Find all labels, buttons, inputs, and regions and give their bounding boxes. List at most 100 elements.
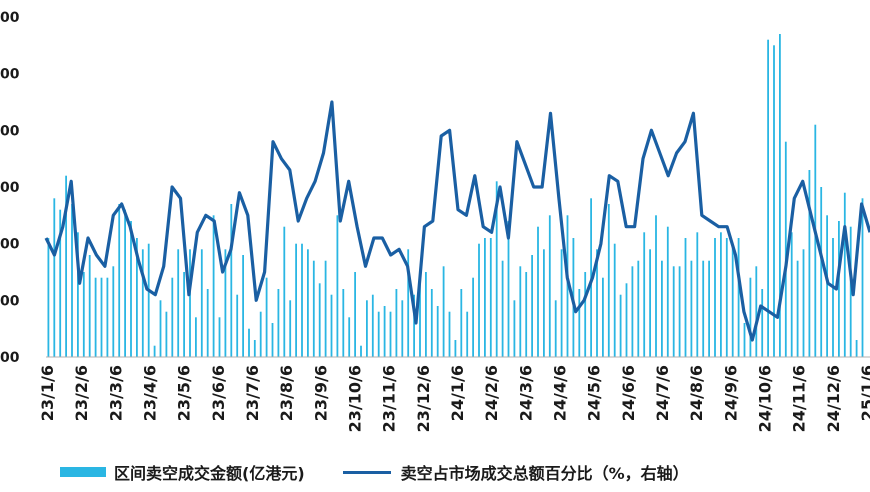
x-tick-label: 23/4/6 [141, 365, 160, 421]
bar [708, 260, 710, 357]
bar [731, 243, 734, 357]
x-tick-label: 23/12/6 [414, 365, 433, 432]
legend-label-line: 卖空占市场成交总额百分比（%，右轴） [400, 464, 689, 483]
bar [596, 249, 598, 357]
bar [383, 306, 386, 357]
bar [666, 226, 669, 357]
bar [796, 260, 799, 357]
bar [672, 266, 675, 357]
bar [714, 238, 716, 357]
x-tick-label: 24/9/6 [721, 365, 740, 421]
bar [720, 232, 722, 357]
bar [702, 260, 705, 357]
bar [861, 198, 864, 357]
bar [690, 260, 693, 357]
bar [112, 266, 115, 357]
x-tick-label: 24/3/6 [516, 365, 535, 421]
bar [224, 249, 227, 357]
bar [501, 260, 504, 357]
bar [531, 255, 533, 357]
bar-series [47, 34, 864, 358]
bar [749, 277, 752, 357]
bar [307, 249, 309, 357]
bar [118, 204, 121, 357]
bar [136, 238, 138, 357]
bar [448, 311, 451, 357]
bar [767, 39, 769, 357]
bar [537, 226, 539, 357]
y-axis-ticks: 00 00 00 00 00 00 00 [0, 10, 20, 366]
bar [230, 204, 233, 357]
bar [525, 272, 528, 357]
bar [826, 215, 828, 357]
bar [737, 238, 740, 357]
bar [271, 323, 274, 357]
bar [289, 300, 292, 357]
bar [649, 249, 651, 357]
x-tick-label: 23/8/6 [277, 365, 296, 421]
x-tick-label: 24/8/6 [687, 365, 706, 421]
bar [371, 294, 374, 357]
bar [849, 226, 852, 357]
x-tick-label: 23/11/6 [380, 365, 399, 432]
bar [725, 238, 728, 357]
bar [100, 277, 103, 357]
bar [466, 311, 469, 357]
bar [637, 260, 640, 357]
bar [200, 249, 203, 357]
bar [65, 175, 67, 357]
y-tick-label: 00 [0, 180, 20, 196]
bar [625, 283, 628, 357]
legend-item-line: 卖空占市场成交总额百分比（%，右轴） [342, 460, 689, 484]
y-tick-label: 00 [0, 10, 20, 26]
bar [330, 294, 333, 357]
bar [171, 277, 174, 357]
bar [430, 289, 433, 357]
y-tick-label: 00 [0, 237, 20, 253]
bar [324, 260, 327, 357]
bar [159, 300, 162, 357]
bar [354, 272, 356, 357]
y-tick-label: 00 [0, 67, 20, 83]
bar [336, 215, 339, 357]
bar [643, 232, 646, 357]
bar [395, 289, 398, 357]
bar [661, 260, 663, 357]
bar [401, 300, 404, 357]
x-tick-label: 23/10/6 [346, 365, 365, 432]
bar [832, 238, 834, 357]
bar [183, 272, 185, 357]
bar [242, 255, 244, 357]
bar [88, 255, 91, 357]
bar [283, 226, 286, 357]
x-tick-label: 24/2/6 [482, 365, 501, 421]
bar [360, 345, 362, 357]
bar [743, 323, 746, 357]
bar [71, 204, 73, 357]
bar [206, 289, 209, 357]
bar [560, 249, 563, 357]
bar [619, 294, 622, 357]
bar [312, 260, 315, 357]
x-tick-label: 24/5/6 [585, 365, 604, 421]
x-tick-label: 23/2/6 [72, 365, 91, 421]
bar [419, 277, 421, 357]
bar [442, 266, 445, 357]
bar [460, 289, 463, 357]
bar [407, 249, 410, 357]
bar [366, 300, 368, 357]
x-tick-label: 24/7/6 [653, 365, 672, 421]
bar [478, 243, 480, 357]
legend-swatch-bar [60, 467, 106, 477]
bar [147, 243, 150, 357]
x-tick-label: 24/6/6 [619, 365, 638, 421]
bar [495, 181, 498, 357]
bar [484, 238, 486, 357]
bar [189, 249, 191, 357]
bar [613, 243, 616, 357]
bar [295, 243, 297, 357]
bar [425, 272, 427, 357]
bar [584, 272, 587, 357]
series-line [44, 100, 870, 342]
bar [761, 289, 764, 357]
